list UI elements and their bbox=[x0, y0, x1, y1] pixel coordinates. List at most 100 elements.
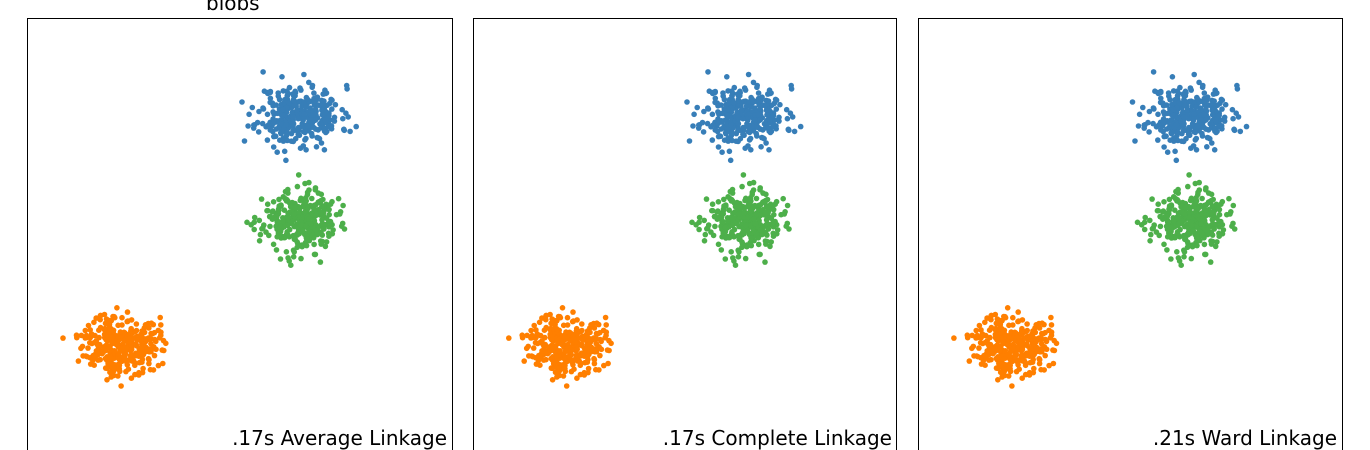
scatter-point bbox=[1026, 349, 1033, 356]
scatter-point bbox=[988, 324, 995, 331]
scatter-point bbox=[1148, 231, 1154, 238]
scatter-point bbox=[1158, 127, 1164, 133]
scatter-point bbox=[1215, 123, 1222, 130]
scatter-point bbox=[721, 137, 728, 143]
scatter-point bbox=[147, 366, 154, 373]
scatter-point bbox=[711, 213, 718, 220]
scatter-point bbox=[88, 331, 95, 337]
scatter-point bbox=[736, 249, 742, 255]
scatter-point bbox=[1211, 226, 1217, 232]
scatter-point bbox=[755, 241, 762, 248]
scatter-point bbox=[294, 183, 301, 190]
scatter-point bbox=[1140, 104, 1146, 111]
scatter-point bbox=[546, 349, 552, 355]
scatter-point bbox=[1204, 144, 1210, 150]
scatter-point bbox=[1178, 138, 1185, 144]
scatter-point bbox=[564, 314, 571, 321]
scatter-point bbox=[300, 99, 307, 105]
scatter-point bbox=[321, 98, 327, 104]
scatter-point bbox=[1012, 329, 1018, 336]
scatter-point bbox=[749, 123, 755, 129]
scatter-point bbox=[244, 219, 250, 226]
scatter-point bbox=[119, 345, 126, 352]
scatter-point bbox=[302, 104, 309, 110]
scatter-point bbox=[264, 89, 271, 96]
scatter-point bbox=[991, 349, 997, 355]
scatter-point bbox=[254, 119, 261, 126]
scatter-point bbox=[322, 117, 329, 124]
scatter-point bbox=[1025, 337, 1031, 343]
scatter-point bbox=[310, 111, 317, 118]
scatter-point bbox=[1051, 337, 1057, 344]
scatter-point bbox=[776, 118, 782, 124]
scatter-point bbox=[1185, 229, 1192, 236]
scatter-point bbox=[1149, 196, 1155, 202]
scatter-point bbox=[1177, 84, 1183, 91]
scatter-point bbox=[742, 197, 748, 204]
scatter-point bbox=[747, 104, 753, 110]
scatter-point bbox=[318, 191, 325, 198]
scatter-point bbox=[1230, 202, 1237, 209]
scatter-point bbox=[251, 214, 258, 221]
scatter-point bbox=[290, 120, 297, 127]
scatter-point bbox=[1184, 107, 1190, 113]
scatter-point bbox=[1042, 352, 1048, 359]
scatter-point bbox=[1146, 129, 1152, 135]
scatter-point bbox=[573, 352, 579, 359]
scatter-point bbox=[781, 211, 788, 217]
scatter-point bbox=[340, 115, 346, 122]
scatter-point bbox=[1160, 209, 1166, 215]
scatter-point bbox=[1203, 227, 1210, 234]
scatter-point bbox=[712, 223, 718, 230]
scatter-point bbox=[1233, 110, 1239, 116]
scatter-point bbox=[1173, 121, 1180, 128]
scatter-point bbox=[136, 372, 142, 378]
scatter-point bbox=[1161, 144, 1167, 150]
scatter-point bbox=[536, 353, 543, 359]
scatter-point bbox=[1036, 355, 1042, 362]
scatter-point bbox=[290, 127, 296, 134]
scatter-point bbox=[340, 202, 346, 209]
scatter-point bbox=[709, 111, 716, 118]
scatter-point bbox=[1174, 196, 1181, 203]
scatter-point bbox=[276, 196, 282, 203]
scatter-point bbox=[260, 69, 266, 75]
scatter-point bbox=[1150, 69, 1157, 75]
scatter-point bbox=[306, 216, 313, 222]
scatter-point bbox=[1219, 231, 1226, 237]
scatter-point bbox=[606, 337, 612, 344]
scatter-point bbox=[304, 189, 311, 196]
scatter-point bbox=[121, 329, 127, 336]
scatter-point bbox=[1018, 352, 1024, 359]
scatter-point bbox=[148, 340, 154, 347]
scatter-point bbox=[1193, 235, 1200, 241]
scatter-point bbox=[765, 226, 772, 232]
scatter-point bbox=[335, 195, 342, 202]
scatter-point bbox=[302, 137, 308, 143]
scatter-point bbox=[145, 355, 152, 362]
scatter-point bbox=[1214, 239, 1220, 245]
scatter-point bbox=[767, 117, 773, 124]
scatter-point bbox=[728, 121, 734, 128]
scatter-point bbox=[121, 354, 127, 360]
scatter-point bbox=[353, 123, 360, 130]
scatter-point bbox=[506, 335, 512, 341]
scatter-point bbox=[1189, 242, 1196, 248]
scatter-point bbox=[317, 259, 324, 265]
scatter-point bbox=[141, 329, 148, 336]
scatter-point bbox=[112, 314, 118, 321]
scatter-point bbox=[1201, 241, 1208, 248]
scatter-point bbox=[270, 103, 276, 109]
scatter-point bbox=[597, 352, 603, 359]
axes-frame bbox=[473, 18, 897, 450]
scatter-point bbox=[1191, 111, 1197, 117]
scatter-point bbox=[752, 117, 758, 123]
scatter-point bbox=[108, 326, 115, 333]
scatter-point bbox=[283, 121, 289, 128]
scatter-point bbox=[1141, 219, 1148, 226]
scatter-point bbox=[1226, 195, 1232, 202]
scatter-point bbox=[780, 195, 786, 202]
scatter-point bbox=[712, 95, 719, 102]
scatter-point bbox=[138, 333, 145, 340]
scatter-point bbox=[992, 311, 999, 318]
